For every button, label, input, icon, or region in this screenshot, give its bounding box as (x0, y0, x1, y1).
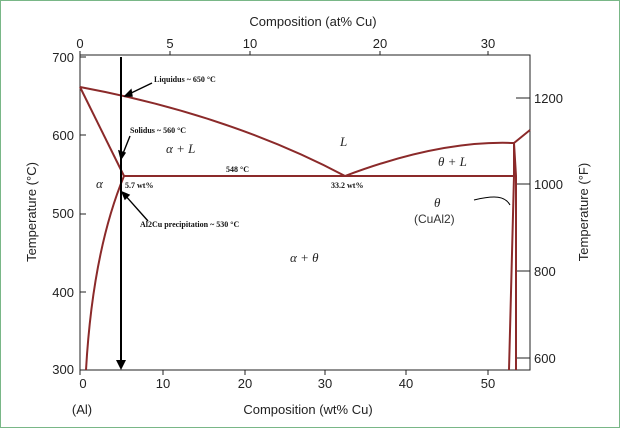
left-tick-label: 600 (52, 128, 74, 143)
left-tick-label: 300 (52, 362, 74, 377)
top-axis-title: Composition (at% Cu) (249, 14, 376, 29)
liquidus-left-line (79, 86, 346, 177)
top-tick-label: 10 (243, 36, 257, 51)
theta-liquid-region-label: θ + L (438, 154, 467, 169)
bottom-tick-label: 10 (156, 376, 170, 391)
right-tick-label: 1000 (534, 177, 563, 192)
right-tick-label: 800 (534, 264, 556, 279)
right-axis: 1200 1000 800 600 (516, 91, 563, 366)
solubility-annotation: 5.7 wt% (125, 181, 153, 190)
precipitation-annotation: Al2Cu precipitation ~ 530 °C (140, 220, 239, 229)
solidus-line (79, 86, 125, 177)
solidus-annotation: Solidus ~ 560 °C (130, 126, 186, 135)
alpha-region-label: α (96, 176, 104, 191)
liquid-region-label: L (339, 134, 347, 149)
left-axis: 300 400 500 600 700 (52, 50, 86, 377)
plot-area (79, 54, 531, 371)
top-tick-label: 5 (166, 36, 173, 51)
top-tick-label: 30 (481, 36, 495, 51)
theta-left-boundary (508, 143, 515, 371)
liquidus-right-line (344, 129, 531, 177)
right-axis-title: Temperature (°F) (576, 163, 591, 261)
solvus-line (85, 175, 125, 371)
left-tick-label: 500 (52, 206, 74, 221)
theta-phase-label: θ (434, 195, 441, 210)
alpha-liquid-region-label: α + L (166, 141, 195, 156)
left-axis-title: Temperature (°C) (24, 162, 39, 262)
al-end-label: (Al) (72, 402, 92, 417)
top-tick-label: 0 (76, 36, 83, 51)
top-axis: 0 5 10 20 30 (76, 36, 495, 55)
bottom-tick-label: 40 (399, 376, 413, 391)
alpha-theta-region-label: α + θ (290, 250, 319, 265)
eutectic-comp-annotation: 33.2 wt% (331, 181, 363, 190)
left-tick-label: 700 (52, 50, 74, 65)
right-tick-label: 1200 (534, 91, 563, 106)
bottom-tick-label: 30 (318, 376, 332, 391)
bottom-axis: 0 10 20 30 40 50 (79, 370, 495, 391)
bottom-axis-title: Composition (wt% Cu) (243, 402, 372, 417)
phase-boundaries (79, 86, 531, 371)
alloy-line (116, 57, 126, 370)
bottom-tick-label: 0 (79, 376, 86, 391)
eutectic-temp-annotation: 548 °C (226, 165, 249, 174)
annotation-arrows (118, 82, 511, 222)
theta-right-boundary (513, 142, 517, 370)
top-tick-label: 20 (373, 36, 387, 51)
bottom-tick-label: 20 (238, 376, 252, 391)
right-tick-label: 600 (534, 351, 556, 366)
cual2-label: (CuAl2) (414, 212, 455, 226)
left-tick-label: 400 (52, 285, 74, 300)
liquidus-annotation: Liquidus ~ 650 °C (154, 75, 216, 84)
bottom-tick-label: 50 (481, 376, 495, 391)
